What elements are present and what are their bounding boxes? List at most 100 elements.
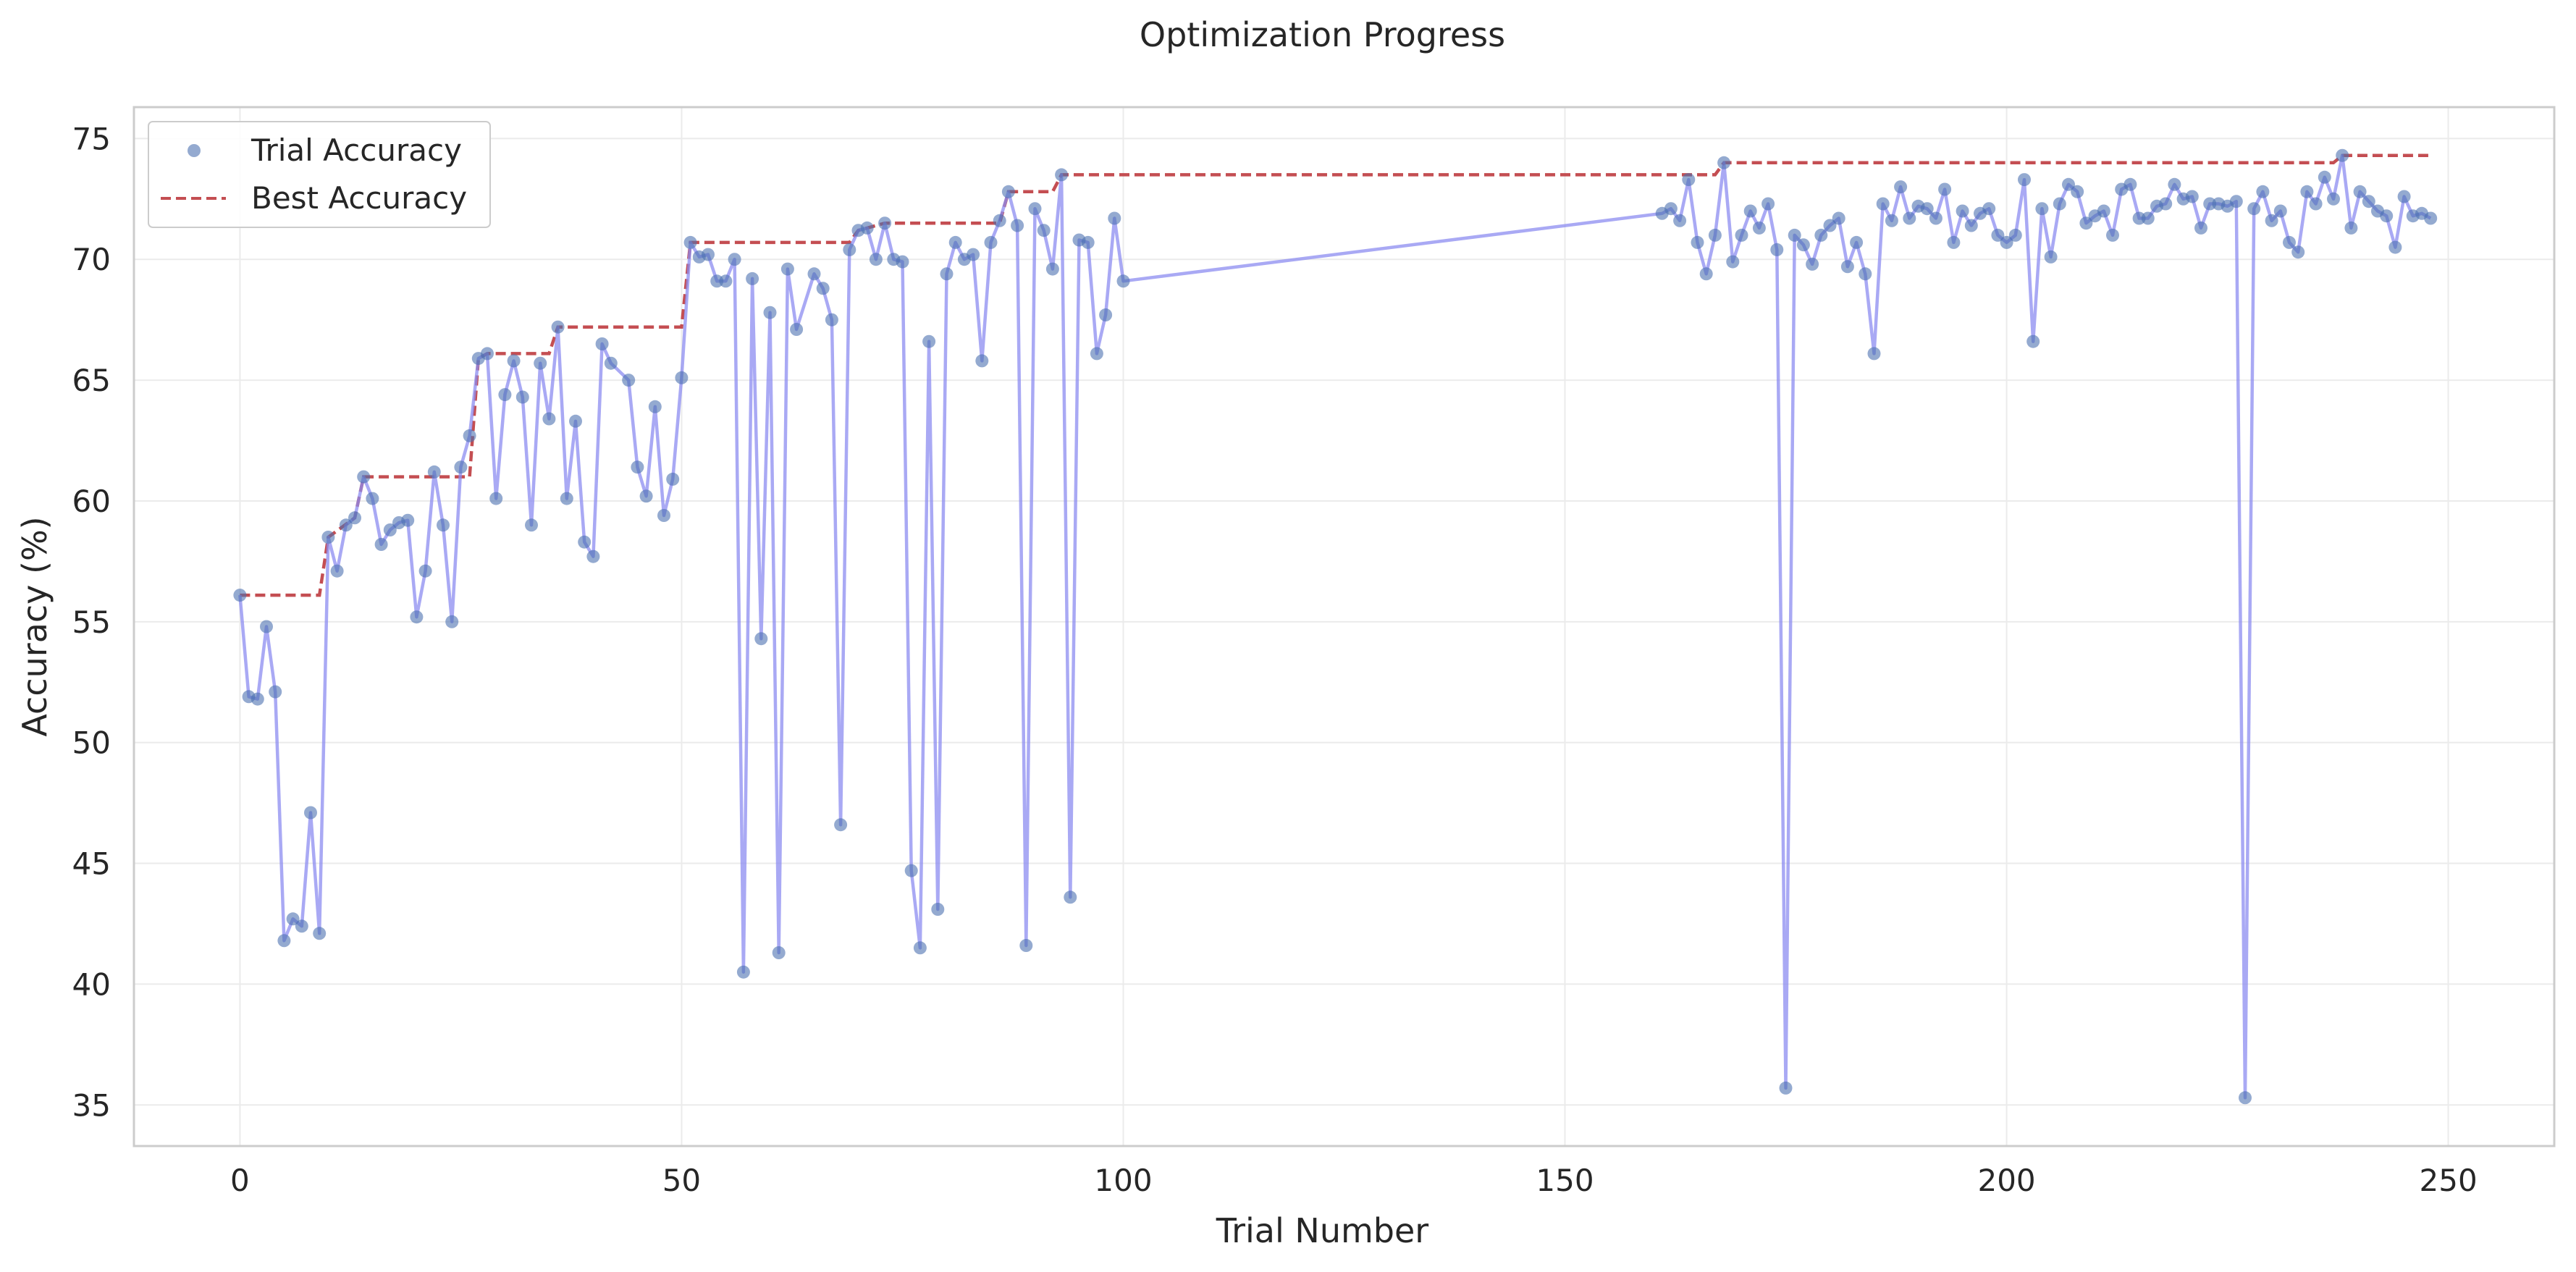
y-tick-label: 65 bbox=[72, 363, 111, 398]
trial-accuracy-point bbox=[2000, 235, 2013, 249]
trial-accuracy-point bbox=[1982, 202, 1996, 216]
trial-accuracy-point bbox=[1761, 197, 1775, 211]
legend: Trial Accuracy Best Accuracy bbox=[148, 121, 491, 228]
trial-accuracy-point bbox=[437, 518, 450, 532]
trial-accuracy-point bbox=[904, 864, 918, 877]
trial-accuracy-point bbox=[260, 620, 273, 633]
trial-accuracy-point bbox=[2291, 245, 2305, 259]
trial-accuracy-point bbox=[427, 465, 441, 479]
trial-accuracy-point bbox=[515, 390, 529, 404]
trial-accuracy-point bbox=[2229, 195, 2243, 209]
legend-label-trial-accuracy: Trial Accuracy bbox=[251, 132, 462, 168]
trial-accuracy-point bbox=[736, 965, 750, 979]
trial-accuracy-point bbox=[1037, 224, 1051, 237]
trial-accuracy-point bbox=[604, 356, 618, 370]
trial-accuracy-point bbox=[401, 513, 415, 527]
trial-accuracy-point bbox=[2141, 211, 2155, 225]
trial-accuracy-point bbox=[2123, 177, 2137, 191]
trial-accuracy-point bbox=[2388, 240, 2402, 254]
trial-accuracy-point bbox=[507, 354, 521, 368]
trial-accuracy-point bbox=[683, 235, 697, 249]
trial-accuracy-point bbox=[993, 214, 1006, 227]
trial-accuracy-point bbox=[1735, 228, 1748, 242]
trial-accuracy-point bbox=[2300, 185, 2314, 198]
x-tick-label: 200 bbox=[1977, 1163, 2035, 1198]
trial-accuracy-point bbox=[2053, 197, 2066, 211]
y-axis-title: Accuracy (%) bbox=[15, 516, 54, 736]
trial-accuracy-point bbox=[1814, 228, 1828, 242]
trial-accuracy-point bbox=[304, 806, 317, 820]
y-tick-label: 75 bbox=[72, 121, 111, 156]
trial-accuracy-point bbox=[2071, 185, 2084, 198]
trial-accuracy-point bbox=[1045, 262, 1059, 276]
trial-accuracy-point bbox=[2256, 185, 2270, 198]
trial-accuracy-point bbox=[2309, 197, 2323, 211]
trial-accuracy-point bbox=[2397, 190, 2411, 203]
trial-accuracy-point bbox=[489, 492, 503, 505]
trial-accuracy-point bbox=[772, 946, 786, 959]
trial-accuracy-point bbox=[1850, 235, 1864, 249]
trial-accuracy-point bbox=[1108, 211, 1121, 225]
trial-accuracy-point bbox=[746, 271, 759, 285]
y-tick-label: 35 bbox=[72, 1087, 111, 1123]
trial-accuracy-point bbox=[2168, 177, 2181, 191]
trial-accuracy-point bbox=[816, 282, 830, 295]
trial-accuracy-point bbox=[348, 511, 361, 525]
trial-accuracy-point bbox=[2239, 1091, 2252, 1105]
trial-accuracy-point bbox=[675, 371, 689, 384]
trial-accuracy-point bbox=[2026, 334, 2040, 348]
y-tick-label: 55 bbox=[72, 605, 111, 640]
trial-accuracy-point bbox=[1001, 185, 1015, 198]
trial-accuracy-point bbox=[295, 919, 308, 933]
trial-accuracy-point bbox=[1894, 180, 1908, 194]
trial-accuracy-point bbox=[1726, 255, 1740, 269]
trial-accuracy-point bbox=[2079, 216, 2093, 230]
trial-accuracy-point bbox=[754, 632, 768, 646]
trial-accuracy-point bbox=[780, 262, 794, 276]
trial-accuracy-point bbox=[2106, 228, 2119, 242]
trial-accuracy-point bbox=[1938, 182, 1952, 196]
trial-accuracy-point bbox=[1991, 228, 2005, 242]
trial-point-layer bbox=[233, 148, 2438, 1105]
trial-accuracy-point bbox=[2194, 221, 2207, 235]
trial-accuracy-point bbox=[622, 374, 636, 387]
trial-accuracy-point bbox=[525, 518, 538, 532]
trial-accuracy-point bbox=[1116, 274, 1130, 288]
trial-accuracy-point bbox=[2344, 221, 2358, 235]
trial-accuracy-point bbox=[374, 538, 388, 551]
trial-accuracy-point bbox=[631, 460, 644, 474]
trial-accuracy-point bbox=[2318, 170, 2331, 184]
trial-accuracy-point bbox=[2380, 209, 2394, 223]
trial-accuracy-point bbox=[763, 306, 777, 319]
trial-accuracy-point bbox=[321, 531, 335, 544]
trial-accuracy-point bbox=[2062, 177, 2075, 191]
trial-accuracy-point bbox=[1823, 219, 1837, 232]
trial-accuracy-point bbox=[1840, 260, 1854, 274]
y-tick-label: 70 bbox=[72, 242, 111, 277]
trial-accuracy-point bbox=[1920, 202, 1934, 216]
trial-accuracy-point bbox=[931, 903, 945, 916]
trial-accuracy-point bbox=[975, 354, 989, 368]
legend-marker-trial-accuracy bbox=[188, 144, 201, 157]
trial-accuracy-point bbox=[1964, 219, 1978, 232]
trial-accuracy-point bbox=[2018, 173, 2031, 187]
trial-accuracy-point bbox=[569, 414, 582, 428]
trial-accuracy-point bbox=[1832, 211, 1845, 225]
trial-accuracy-point bbox=[1064, 890, 1077, 904]
trial-accuracy-point bbox=[869, 253, 883, 266]
trial-accuracy-point bbox=[1028, 202, 1042, 216]
trial-accuracy-point bbox=[2265, 214, 2278, 227]
x-tick-label: 250 bbox=[2420, 1163, 2478, 1198]
trial-accuracy-point bbox=[1796, 238, 1810, 252]
trial-accuracy-point bbox=[2185, 190, 2199, 203]
trial-accuracy-point bbox=[313, 927, 327, 940]
x-tick-label: 50 bbox=[662, 1163, 701, 1198]
trial-accuracy-point bbox=[1664, 202, 1678, 216]
trial-accuracy-point bbox=[595, 337, 609, 350]
trial-accuracy-point bbox=[922, 334, 936, 348]
trial-accuracy-point bbox=[286, 912, 300, 926]
trial-accuracy-point bbox=[2327, 192, 2340, 206]
trial-accuracy-point bbox=[383, 523, 397, 536]
trial-accuracy-point bbox=[967, 248, 980, 261]
